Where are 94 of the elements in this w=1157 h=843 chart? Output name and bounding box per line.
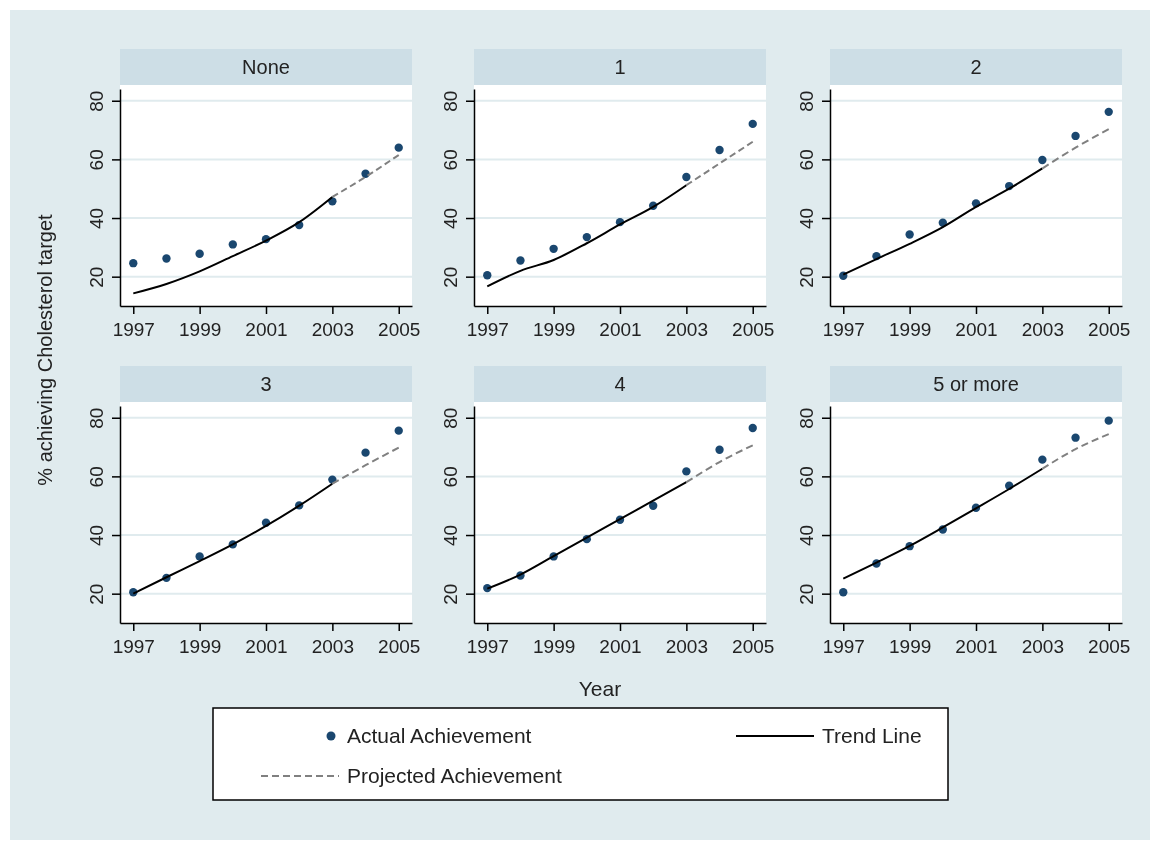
legend-label: Projected Achievement	[347, 764, 562, 787]
y-tick-label: 20	[86, 583, 108, 605]
point	[582, 232, 591, 242]
point	[905, 230, 914, 239]
y-tick-label: 40	[796, 524, 818, 547]
x-tick-label: 2005	[1088, 636, 1131, 657]
chart-title: 5 or more	[933, 373, 1019, 395]
y-tick-label: 60	[86, 149, 108, 171]
x-tick-label: 1999	[533, 319, 576, 340]
x-tick-label: 2005	[378, 636, 421, 657]
point	[715, 445, 724, 454]
chart-title: 2	[970, 56, 982, 78]
y-tick-label: 20	[440, 266, 462, 288]
y-tick-label: 80	[86, 90, 108, 112]
x-tick-label: 1997	[466, 636, 509, 657]
y-tick-label: 40	[86, 524, 108, 547]
point	[715, 145, 724, 155]
y-tick-label: 40	[86, 207, 108, 230]
y-tick-label: 60	[440, 149, 462, 171]
y-tick-label: 20	[440, 583, 462, 605]
x-tick-label: 1999	[533, 636, 576, 657]
y-tick-label: 80	[86, 407, 108, 429]
x-tick-label: 1997	[822, 636, 865, 657]
y-tick-label: 60	[796, 466, 818, 488]
x-tick-label: 1999	[889, 319, 932, 340]
point	[682, 467, 691, 476]
point	[228, 240, 237, 249]
x-tick-label: 2001	[599, 636, 642, 657]
point	[1038, 155, 1047, 165]
x-tick-label: 2003	[311, 636, 354, 657]
x-tick-label: 1997	[112, 319, 155, 340]
point	[129, 259, 138, 268]
y-tick-label: 80	[440, 90, 462, 112]
y-tick-label: 20	[86, 266, 108, 288]
point	[1071, 131, 1080, 141]
point	[748, 119, 757, 129]
x-tick-label: 1997	[822, 319, 865, 340]
chart-title: 4	[614, 373, 626, 395]
x-tick-label: 2003	[665, 319, 708, 340]
point	[516, 256, 525, 265]
point	[195, 552, 204, 561]
x-tick-label: 2001	[245, 636, 288, 657]
point	[748, 423, 757, 433]
x-tick-label: 2003	[311, 319, 354, 340]
x-tick-label: 2005	[732, 319, 775, 340]
y-tick-label: 60	[796, 149, 818, 171]
legend-label: Trend Line	[822, 724, 922, 747]
point	[1038, 455, 1047, 464]
point	[549, 244, 558, 253]
point	[394, 143, 403, 152]
x-tick-label: 1999	[179, 636, 222, 657]
chart-title: 3	[260, 373, 272, 395]
x-tick-label: 2003	[1021, 636, 1064, 657]
chart-title: None	[242, 56, 290, 78]
point	[195, 249, 204, 258]
x-tick-label: 2001	[245, 319, 288, 340]
line-series	[842, 467, 1044, 580]
y-tick-label: 80	[796, 90, 818, 112]
y-tick-label: 60	[86, 466, 108, 488]
x-tick-label: 1997	[466, 319, 509, 340]
y-tick-label: 80	[796, 407, 818, 429]
x-tick-label: 1999	[179, 319, 222, 340]
point	[649, 501, 658, 510]
x-tick-label: 2001	[599, 319, 642, 340]
point	[483, 271, 492, 280]
point	[1071, 433, 1080, 442]
x-tick-label: 2005	[378, 319, 421, 340]
x-tick-label: 1999	[889, 636, 932, 657]
legend-label: Actual Achievement	[347, 724, 532, 747]
y-tick-label: 40	[440, 207, 462, 230]
line-series	[486, 184, 688, 288]
x-tick-label: 2001	[955, 636, 998, 657]
x-tick-label: 1997	[112, 636, 155, 657]
y-tick-label: 80	[440, 407, 462, 429]
x-tick-label: 2005	[1088, 319, 1131, 340]
x-tick-label: 2005	[732, 636, 775, 657]
point	[394, 426, 403, 435]
x-tick-label: 2001	[955, 319, 998, 340]
point	[1104, 416, 1113, 425]
y-tick-label: 60	[440, 466, 462, 488]
y-tick-label: 40	[440, 524, 462, 547]
point	[839, 588, 848, 597]
y-axis-title: % achieving Cholesterol target	[34, 213, 56, 486]
point	[162, 254, 171, 263]
point	[682, 172, 691, 182]
x-tick-label: 2003	[1021, 319, 1064, 340]
point	[1104, 107, 1113, 117]
y-tick-label: 20	[796, 266, 818, 288]
y-tick-label: 20	[796, 583, 818, 605]
x-tick-label: 2003	[665, 636, 708, 657]
point	[361, 448, 370, 457]
chart-title: 1	[614, 56, 626, 78]
y-tick-label: 40	[796, 207, 818, 230]
x-axis-title: Year	[578, 677, 622, 700]
